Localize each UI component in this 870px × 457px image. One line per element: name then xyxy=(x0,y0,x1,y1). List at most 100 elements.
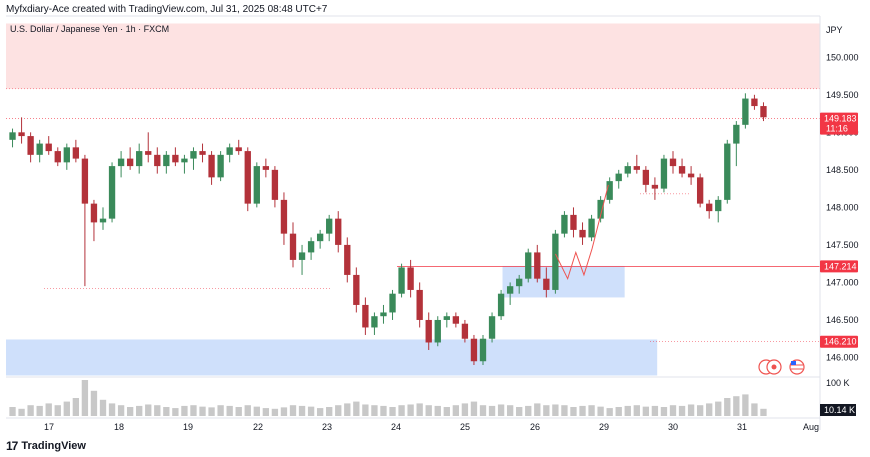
time-tick-label: 30 xyxy=(668,422,678,432)
time-tick-label: 25 xyxy=(460,422,470,432)
candle-body xyxy=(307,241,315,253)
volume-bar xyxy=(126,407,134,416)
candle-body xyxy=(597,199,604,219)
volume-bar xyxy=(461,403,469,416)
price-tick-label: 146.500 xyxy=(826,315,859,325)
candle-body xyxy=(624,166,631,174)
price-axis: 150.000149.500149.000148.500148.000147.5… xyxy=(826,52,859,362)
volume-bar xyxy=(669,405,677,416)
candle-body xyxy=(316,233,324,242)
volume-bar xyxy=(99,399,107,416)
volume-bar xyxy=(244,405,251,416)
volume-bar xyxy=(262,408,270,416)
volume-bar xyxy=(407,404,414,416)
candle-body xyxy=(181,158,188,163)
price-tick-label: 148.000 xyxy=(826,202,859,212)
candle-body xyxy=(226,147,233,155)
volume-bar xyxy=(624,405,631,416)
volume-bar xyxy=(497,404,505,416)
candle-body xyxy=(235,147,242,152)
candle-body xyxy=(63,147,70,163)
candle-body xyxy=(552,233,559,290)
candle-body xyxy=(715,199,722,212)
current-price-text: 149.183 xyxy=(824,114,857,124)
volume-bar xyxy=(27,405,34,416)
time-tick-label: 24 xyxy=(391,422,401,432)
time-tick-label: 23 xyxy=(322,422,332,432)
volume-bar xyxy=(687,404,695,416)
chart-credit: Myfxdiary-Ace created with TradingView.c… xyxy=(6,4,328,15)
volume-bar xyxy=(615,407,622,416)
candle-body xyxy=(244,151,251,204)
candle-body xyxy=(289,233,297,260)
volume-bar xyxy=(335,405,342,416)
time-tick-label: 18 xyxy=(114,422,124,432)
event-icons[interactable] xyxy=(758,359,805,375)
volume-bar xyxy=(18,408,25,416)
candle-body xyxy=(434,319,441,343)
candle-body xyxy=(271,169,279,200)
volume-axis-tick: 100 K xyxy=(826,378,850,388)
volume-bar xyxy=(353,401,360,416)
candle-body xyxy=(461,323,469,339)
candle-body xyxy=(298,252,306,260)
candle-body xyxy=(54,151,61,163)
level-price-tag xyxy=(820,335,858,348)
volume-bar xyxy=(443,407,450,416)
time-tick-label: 29 xyxy=(599,422,609,432)
volume-bar xyxy=(506,405,514,416)
levels-layer xyxy=(6,88,820,342)
volume-bar xyxy=(751,403,758,416)
time-tick-label: 19 xyxy=(183,422,193,432)
volume-bar xyxy=(588,405,595,416)
candle-body xyxy=(163,154,170,167)
time-axis: 17 18 19 22 23 24 25 26 29 30 31 Aug xyxy=(44,422,819,432)
volume-bar xyxy=(280,407,288,416)
volume-bar xyxy=(678,405,686,416)
volume-bar xyxy=(217,405,224,416)
candle-body xyxy=(615,173,622,182)
volume-bar xyxy=(145,404,152,416)
price-tick-label: 146.000 xyxy=(826,352,859,362)
candle-body xyxy=(678,166,686,174)
volume-bar xyxy=(298,405,306,416)
candle-body xyxy=(561,214,568,234)
volume-bar xyxy=(208,407,215,416)
volume-bar xyxy=(9,407,16,416)
candle-body xyxy=(108,166,116,219)
candle-body xyxy=(389,293,396,313)
candle-body xyxy=(9,132,16,140)
candle-body xyxy=(696,177,704,204)
candle-body xyxy=(36,143,43,155)
candle-body xyxy=(425,319,432,343)
price-tick-label: 147.500 xyxy=(826,240,859,250)
volume-bar xyxy=(579,405,586,416)
candle-body xyxy=(706,203,713,212)
current-price-tag xyxy=(820,112,858,135)
volume-bar xyxy=(181,405,188,416)
volume-bar xyxy=(36,405,43,416)
volume-bar xyxy=(172,408,179,416)
candle-body xyxy=(253,166,260,204)
volume-bar xyxy=(570,407,577,416)
candle-body xyxy=(633,166,640,170)
volume-bar xyxy=(398,405,405,416)
volume-bar xyxy=(534,403,541,416)
footer-brand[interactable]: 17 TradingView xyxy=(6,439,86,453)
volume-bar xyxy=(706,403,713,416)
candle-body xyxy=(90,203,98,223)
volume-bar xyxy=(724,398,731,416)
volume-bar xyxy=(54,405,61,416)
volume-bar xyxy=(316,408,324,416)
candle-body xyxy=(353,274,360,305)
candle-body xyxy=(117,158,125,167)
candle-body xyxy=(588,218,595,238)
candle-body xyxy=(751,98,758,107)
time-tick-label: 17 xyxy=(44,422,54,432)
chart-title: U.S. Dollar / Japanese Yen · 1h · FXCM xyxy=(10,24,169,34)
volume-bar xyxy=(742,394,749,416)
candle-body xyxy=(470,338,478,362)
volume-bar xyxy=(136,405,143,416)
